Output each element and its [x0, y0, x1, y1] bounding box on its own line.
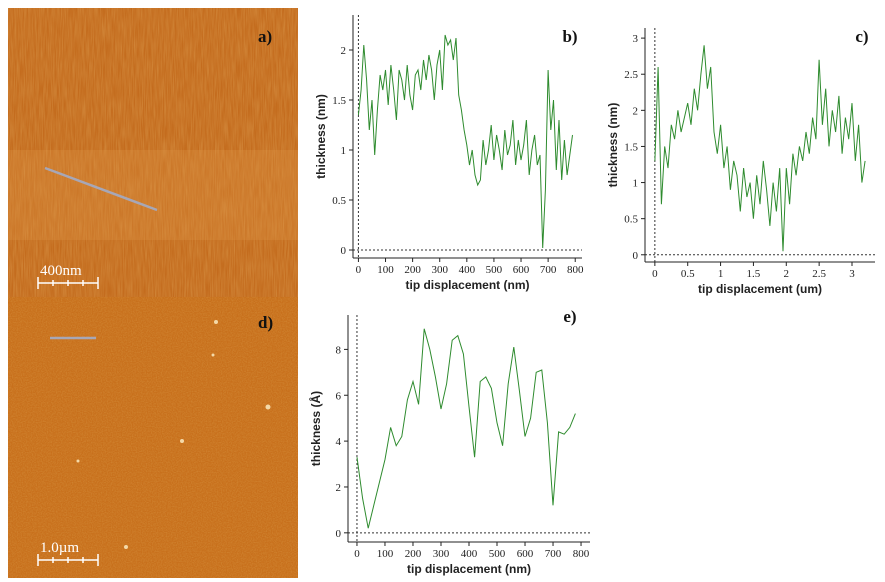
afm-image-d: 1.0µm d): [8, 297, 298, 578]
x-tick-label: 500: [486, 264, 503, 276]
x-tick-label: 2: [784, 268, 790, 280]
x-tick-label: 1.5: [747, 268, 761, 280]
x-tick-label: 400: [459, 264, 476, 276]
panel-label: e): [563, 307, 576, 326]
panel-label: a): [258, 27, 272, 46]
y-tick-label: 3: [633, 33, 639, 45]
x-tick-label: 0: [354, 548, 360, 560]
x-tick-label: 300: [433, 548, 450, 560]
y-tick-label: 1.5: [624, 141, 638, 153]
x-tick-label: 600: [517, 548, 534, 560]
x-tick-label: 0: [356, 264, 362, 276]
scale-bar-label: 1.0µm: [40, 540, 79, 556]
x-tick-label: 800: [567, 264, 584, 276]
x-axis-label: tip displacement (nm): [407, 562, 531, 576]
panel-label: b): [562, 27, 577, 46]
x-axis-label: tip displacement (nm): [405, 278, 529, 292]
chart: 0 100 200 300 400 500 600 700 800 0 0.5 1 1.5 2 tip di…: [314, 15, 584, 292]
x-tick-label: 700: [540, 264, 557, 276]
y-tick-label: 0: [633, 250, 639, 262]
y-tick-label: 2: [633, 105, 639, 117]
x-tick-label: 800: [573, 548, 590, 560]
y-tick-label: 0: [336, 528, 342, 540]
y-tick-label: 0: [341, 245, 347, 257]
x-tick-label: 200: [405, 548, 422, 560]
y-tick-label: 2.5: [624, 69, 638, 81]
y-tick-label: 1: [341, 145, 347, 157]
x-tick-label: 0.5: [681, 268, 695, 280]
x-tick-label: 0: [652, 268, 658, 280]
y-tick-label: 1: [633, 178, 639, 190]
y-tick-label: 6: [336, 390, 342, 402]
x-axis-label: tip displacement (um): [698, 282, 822, 296]
panel-label: d): [258, 313, 273, 332]
data-line: [356, 328, 576, 529]
x-tick-label: 700: [545, 548, 562, 560]
data-line: [654, 45, 866, 252]
chart: 0 0.5 1 1.5 2 2.5 3 0 0.5 1 1.5 2 2.5 3 tip displaceme…: [606, 27, 875, 296]
y-tick-label: 4: [336, 436, 342, 448]
y-tick-label: 8: [336, 344, 342, 356]
chart: 0 100 200 300 400 500 600 700 800 0 2 4 6 8 tip displa…: [308, 307, 590, 576]
afm-image-a: 400nm a): [8, 8, 298, 297]
y-tick-label: 0.5: [624, 214, 638, 226]
y-axis-label: thickness (Å): [308, 391, 323, 466]
x-tick-label: 1: [718, 268, 724, 280]
y-tick-label: 1.5: [332, 95, 346, 107]
x-tick-label: 200: [404, 264, 421, 276]
x-tick-label: 2.5: [812, 268, 826, 280]
y-tick-label: 0.5: [332, 195, 346, 207]
y-axis-label: thickness (nm): [314, 94, 328, 179]
x-tick-label: 300: [431, 264, 448, 276]
scale-bar-label: 400nm: [40, 263, 82, 279]
x-tick-label: 3: [849, 268, 855, 280]
y-axis-label: thickness (nm): [606, 103, 620, 188]
x-tick-label: 400: [461, 548, 478, 560]
y-tick-label: 2: [336, 482, 342, 494]
panel-label: c): [855, 27, 868, 46]
data-line: [357, 34, 573, 249]
x-tick-label: 500: [489, 548, 506, 560]
x-tick-label: 100: [377, 264, 394, 276]
y-tick-label: 2: [341, 45, 347, 57]
x-tick-label: 100: [377, 548, 394, 560]
x-tick-label: 600: [513, 264, 530, 276]
